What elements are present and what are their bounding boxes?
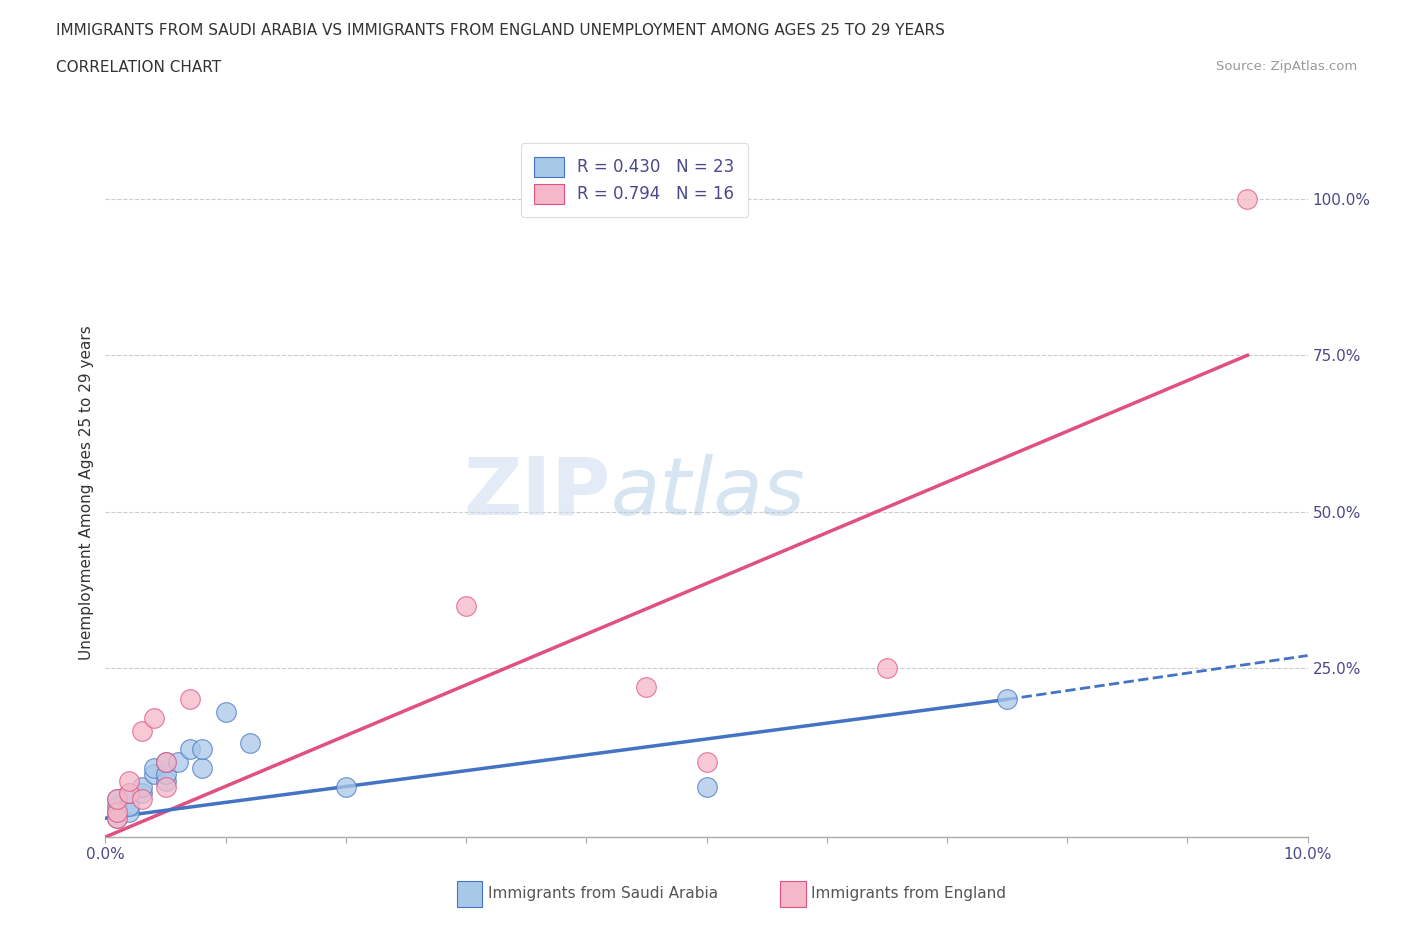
Point [696, 754, 718, 769]
Point [155, 754, 177, 769]
Point [107, 792, 129, 807]
Point [214, 704, 236, 719]
Point [155, 773, 177, 788]
Point [131, 792, 153, 807]
Point [1236, 192, 1258, 206]
Text: Source: ZipAtlas.com: Source: ZipAtlas.com [1216, 60, 1357, 73]
Point [190, 742, 212, 757]
Point [142, 711, 165, 725]
Point [107, 811, 129, 826]
Point [131, 786, 153, 801]
Point [107, 804, 129, 819]
Point [142, 761, 165, 776]
Point [107, 792, 129, 807]
Point [118, 804, 141, 819]
Point [118, 798, 141, 813]
Y-axis label: Unemployment Among Ages 25 to 29 years: Unemployment Among Ages 25 to 29 years [79, 326, 94, 660]
Point [118, 773, 141, 788]
Text: Immigrants from England: Immigrants from England [811, 886, 1007, 901]
Point [155, 754, 177, 769]
Text: CORRELATION CHART: CORRELATION CHART [56, 60, 221, 75]
Text: Immigrants from Saudi Arabia: Immigrants from Saudi Arabia [488, 886, 718, 901]
Point [190, 761, 212, 776]
Point [107, 811, 129, 826]
Point [179, 692, 201, 707]
Point [636, 680, 658, 695]
Point [179, 742, 201, 757]
Point [696, 779, 718, 794]
Point [107, 798, 129, 813]
Point [155, 779, 177, 794]
Point [118, 786, 141, 801]
Point [155, 767, 177, 782]
Point [131, 724, 153, 738]
Point [118, 786, 141, 801]
Point [995, 692, 1018, 707]
Point [876, 660, 898, 675]
Text: IMMIGRANTS FROM SAUDI ARABIA VS IMMIGRANTS FROM ENGLAND UNEMPLOYMENT AMONG AGES : IMMIGRANTS FROM SAUDI ARABIA VS IMMIGRAN… [56, 23, 945, 38]
Text: ZIP: ZIP [463, 454, 610, 532]
Point [142, 767, 165, 782]
Text: atlas: atlas [610, 454, 806, 532]
Point [454, 598, 477, 613]
Point [166, 754, 188, 769]
Legend: R = 0.430   N = 23, R = 0.794   N = 16: R = 0.430 N = 23, R = 0.794 N = 16 [520, 143, 748, 218]
Point [335, 779, 357, 794]
Point [107, 804, 129, 819]
Point [239, 736, 262, 751]
Point [131, 779, 153, 794]
